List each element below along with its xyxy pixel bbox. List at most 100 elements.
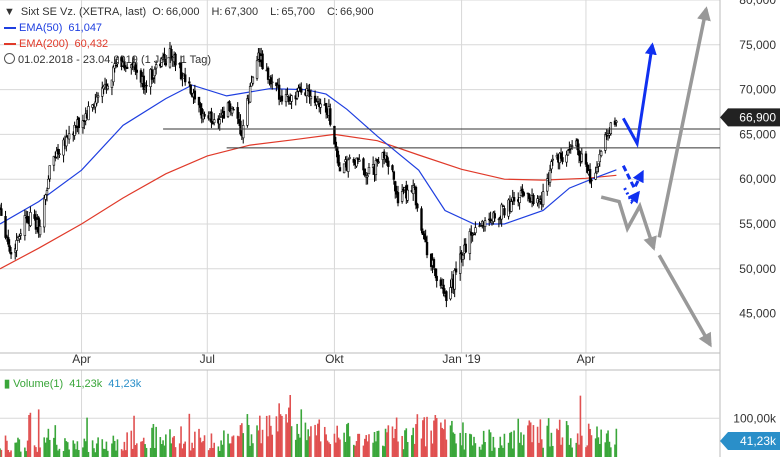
volume-bar [212,447,214,457]
volume-bar [257,430,260,457]
volume-bar [113,440,116,457]
volume-bar [589,428,591,457]
volume-bar [463,449,466,457]
candle-body [394,181,397,192]
volume-bar [6,440,8,457]
candle-body [615,120,618,123]
volume-bar [66,442,69,457]
volume-bar [87,451,90,457]
volume-bar [547,418,550,457]
candle-body [164,61,168,66]
candle-body [67,133,71,140]
candle-body [29,212,32,226]
candle-body [420,208,423,231]
candle-body [500,204,503,220]
volume-bar [18,439,21,457]
candle-body [125,66,129,69]
volume-bar [416,414,419,457]
price-tick-label: 65,000 [739,127,776,141]
volume-bar [614,444,616,457]
volume-bar [14,442,17,457]
volume-bar [285,414,287,457]
volume-bar [492,436,495,457]
volume-bar [276,431,279,457]
volume-bar [567,425,569,457]
volume-bar [104,449,106,457]
price-tick-label: 80,000 [739,0,776,7]
candle-body [526,192,530,195]
volume-bar [401,435,403,457]
volume-bar [489,432,492,457]
candle-body [449,287,452,300]
candle-body [219,116,223,118]
candle-body [179,62,183,80]
volume-bar [290,426,293,457]
volume-bar [0,449,3,457]
volume-bar [122,450,124,457]
volume-bar [608,441,611,457]
volume-bar [152,424,155,457]
volume-bar [53,437,55,457]
volume-bar [294,439,297,457]
volume-bar [199,437,202,457]
volume-bar [145,447,148,457]
candle-body [230,108,234,114]
volume-value-2: 41,23k [108,378,142,390]
price-tick-label: 45,000 [739,307,776,321]
volume-bar [435,418,438,457]
candle-body [439,279,443,287]
volume-bar [542,447,544,457]
volume-bar [473,436,475,457]
volume-bar [261,429,264,457]
volume-bar [289,395,292,457]
volume-bar [315,435,318,457]
candle-body [503,208,506,216]
volume-bar [189,450,192,457]
volume-bar [405,428,408,457]
volume-bar [15,442,18,457]
candle-body [358,159,361,162]
volume-bar [228,443,231,457]
candle-body [518,196,521,203]
volume-bar [550,432,553,457]
volume-bar [527,425,529,457]
volume-bar [480,449,482,457]
time-tick-label: Jul [200,352,215,366]
volume-bar [470,434,473,457]
volume-bar [183,443,185,457]
candle-body [400,191,404,202]
volume-bar [323,426,326,457]
candle-body [387,160,390,167]
collapse-icon[interactable]: ▼ [4,6,15,18]
volume-bar [575,442,578,457]
candle-body [396,192,400,204]
ema200-label: EMA(200) [19,38,69,50]
volume-bar [256,425,258,457]
candle-body [116,57,119,65]
candle-body [242,125,245,139]
volume-bar [218,450,221,457]
volume-bar [569,438,572,457]
volume-bar [387,425,390,457]
volume-bar [335,442,337,457]
volume-bar [153,447,156,457]
volume-bar [95,443,98,457]
candle-body [501,205,505,207]
volume-bar [305,440,308,457]
candle-body [338,167,342,172]
candle-body [595,167,599,173]
candle-body [87,106,90,121]
volume-bar [188,413,191,457]
volume-bar [267,436,269,457]
candle-body [284,94,288,103]
volume-bar [433,420,435,457]
volume-bar [181,448,184,457]
volume-bar [499,436,502,457]
volume-bar [600,429,602,457]
candle-body [458,253,462,274]
candle-body [590,179,593,182]
volume-bar [318,419,321,457]
last-volume-marker [720,432,780,451]
candle-body [309,95,313,100]
volume-bar [140,441,142,457]
